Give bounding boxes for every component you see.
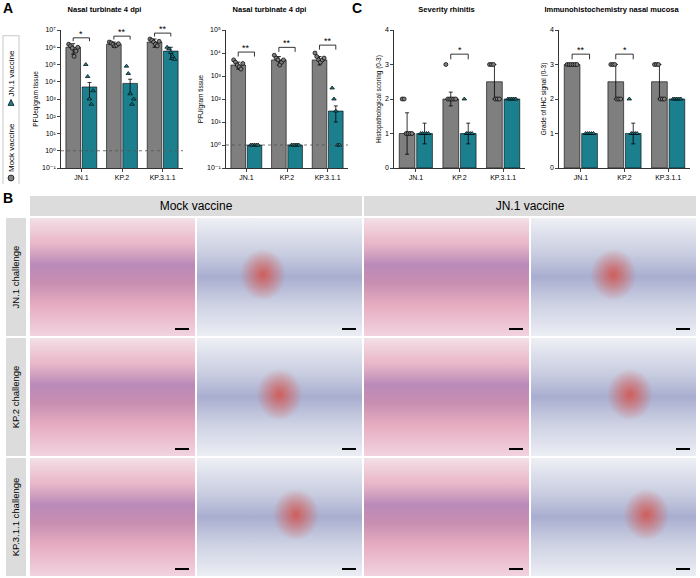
html-text:C: C xyxy=(352,0,363,16)
svg-text:Grade of IHC signal (0-3): Grade of IHC signal (0-3) xyxy=(540,63,548,136)
svg-text:10⁻¹: 10⁻¹ xyxy=(42,164,56,171)
svg-text:Nasal turbinate 4 dpi: Nasal turbinate 4 dpi xyxy=(68,5,142,14)
svg-text:4: 4 xyxy=(385,26,389,33)
svg-text:Nasal turbinate 4 dpi: Nasal turbinate 4 dpi xyxy=(233,5,307,14)
svg-text:10³: 10³ xyxy=(211,72,222,79)
svg-text:0: 0 xyxy=(550,164,554,171)
svg-text:10⁻¹: 10⁻¹ xyxy=(207,164,221,171)
html-text:KP.2 challenge: KP.2 challenge xyxy=(10,365,21,429)
svg-text:4: 4 xyxy=(550,26,554,33)
svg-text:1: 1 xyxy=(385,130,389,137)
html-text:B: B xyxy=(3,190,14,206)
svg-text:Immunohistochemistry nasal muc: Immunohistochemistry nasal mucosa xyxy=(544,5,679,14)
svg-text:**: ** xyxy=(324,36,332,46)
svg-text:**: ** xyxy=(159,24,167,34)
svg-text:*: * xyxy=(623,45,627,55)
svg-text:KP.2: KP.2 xyxy=(452,174,466,181)
svg-text:*: * xyxy=(458,45,462,55)
svg-text:10⁵: 10⁵ xyxy=(210,26,221,33)
svg-text:10⁰: 10⁰ xyxy=(45,147,56,154)
svg-text:PFU/gram tissue: PFU/gram tissue xyxy=(197,74,205,123)
svg-text:10²: 10² xyxy=(46,113,57,120)
svg-text:Histopathological scoring (0-3: Histopathological scoring (0-3) xyxy=(375,55,383,143)
svg-text:10⁴: 10⁴ xyxy=(45,78,56,85)
svg-text:*: * xyxy=(79,29,83,39)
html-text:JN.1 vaccine: JN.1 vaccine xyxy=(495,199,565,213)
svg-text:10³: 10³ xyxy=(46,95,57,102)
svg-text:10⁷: 10⁷ xyxy=(45,26,56,33)
svg-text:10⁵: 10⁵ xyxy=(45,61,56,68)
html-text:A: A xyxy=(3,0,14,16)
svg-text:3: 3 xyxy=(385,61,389,68)
svg-text:1: 1 xyxy=(550,130,554,137)
svg-text:JN.1: JN.1 xyxy=(409,174,424,181)
html-text:Mock vaccine: Mock vaccine xyxy=(159,199,233,213)
svg-text:10⁴: 10⁴ xyxy=(210,49,221,56)
svg-text:JN.1: JN.1 xyxy=(74,174,89,181)
svg-text:**: ** xyxy=(118,27,126,37)
html-text:KP.3.1.1 challenge: KP.3.1.1 challenge xyxy=(10,477,21,557)
svg-text:JN.1: JN.1 xyxy=(574,174,589,181)
svg-text:10¹: 10¹ xyxy=(211,118,222,125)
svg-text:**: ** xyxy=(577,45,585,55)
svg-text:KP.2: KP.2 xyxy=(115,174,129,181)
svg-text:KP.3.1.1: KP.3.1.1 xyxy=(490,174,516,181)
svg-text:KP.2: KP.2 xyxy=(280,174,294,181)
svg-text:Mock vaccine: Mock vaccine xyxy=(7,123,16,172)
svg-text:KP.3.1.1: KP.3.1.1 xyxy=(655,174,681,181)
svg-text:PFUeq/gram tissue: PFUeq/gram tissue xyxy=(32,71,40,127)
html-text:JN.1 challenge: JN.1 challenge xyxy=(10,245,21,309)
svg-text:10¹: 10¹ xyxy=(46,130,57,137)
svg-text:10⁰: 10⁰ xyxy=(210,141,221,148)
svg-text:10²: 10² xyxy=(211,95,222,102)
svg-text:**: ** xyxy=(242,43,250,53)
svg-text:2: 2 xyxy=(385,95,389,102)
svg-text:**: ** xyxy=(283,38,291,48)
svg-text:KP.3.1.1: KP.3.1.1 xyxy=(315,174,341,181)
svg-text:0: 0 xyxy=(385,164,389,171)
svg-text:2: 2 xyxy=(550,95,554,102)
svg-text:3: 3 xyxy=(550,61,554,68)
svg-text:KP.3.1.1: KP.3.1.1 xyxy=(150,174,176,181)
svg-text:JN.1 vaccine: JN.1 vaccine xyxy=(7,50,16,96)
svg-text:JN.1: JN.1 xyxy=(239,174,254,181)
svg-text:Severity rhinitis: Severity rhinitis xyxy=(418,5,474,14)
svg-text:KP.2: KP.2 xyxy=(617,174,631,181)
svg-text:10⁶: 10⁶ xyxy=(45,44,56,51)
